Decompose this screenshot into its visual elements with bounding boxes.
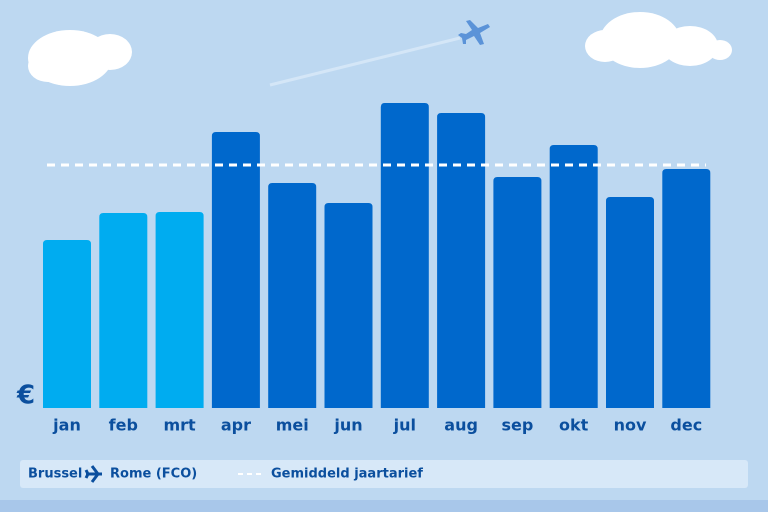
- bar: [662, 169, 711, 408]
- x-tick-label: apr: [221, 416, 251, 435]
- legend-plane-icon: [84, 465, 102, 483]
- bottom-strip: [0, 500, 768, 512]
- x-tick-label: mrt: [163, 416, 196, 435]
- legend-origin: Brussel: [28, 467, 82, 482]
- x-tick-label: okt: [559, 416, 589, 435]
- bar: [155, 212, 204, 408]
- legend-destination: Rome (FCO): [110, 467, 197, 482]
- y-axis-label: €: [16, 381, 35, 411]
- legend-average: Gemiddeld jaartarief: [271, 467, 423, 482]
- cloud: [585, 12, 732, 68]
- bar: [268, 183, 317, 408]
- cloud: [28, 30, 132, 86]
- x-tick-label: feb: [109, 416, 138, 435]
- bar: [211, 132, 260, 408]
- bar: [549, 145, 598, 408]
- legend-box: [20, 460, 748, 488]
- x-tick-label: jan: [52, 416, 81, 435]
- bar: [606, 197, 654, 408]
- bar: [99, 213, 148, 408]
- x-tick-label: jul: [393, 416, 416, 435]
- x-tick-label: nov: [614, 416, 647, 435]
- x-tick-label: mei: [276, 416, 309, 435]
- bar: [43, 240, 91, 408]
- contrail: [269, 36, 461, 87]
- x-tick-label: aug: [444, 416, 478, 435]
- x-tick-label: jun: [333, 416, 362, 435]
- bar: [493, 177, 542, 408]
- x-tick-label: dec: [670, 416, 702, 435]
- plane-icon: [458, 20, 490, 45]
- bar: [437, 113, 486, 408]
- bar: [380, 103, 429, 408]
- bar: [324, 203, 373, 408]
- x-tick-label: sep: [501, 416, 533, 435]
